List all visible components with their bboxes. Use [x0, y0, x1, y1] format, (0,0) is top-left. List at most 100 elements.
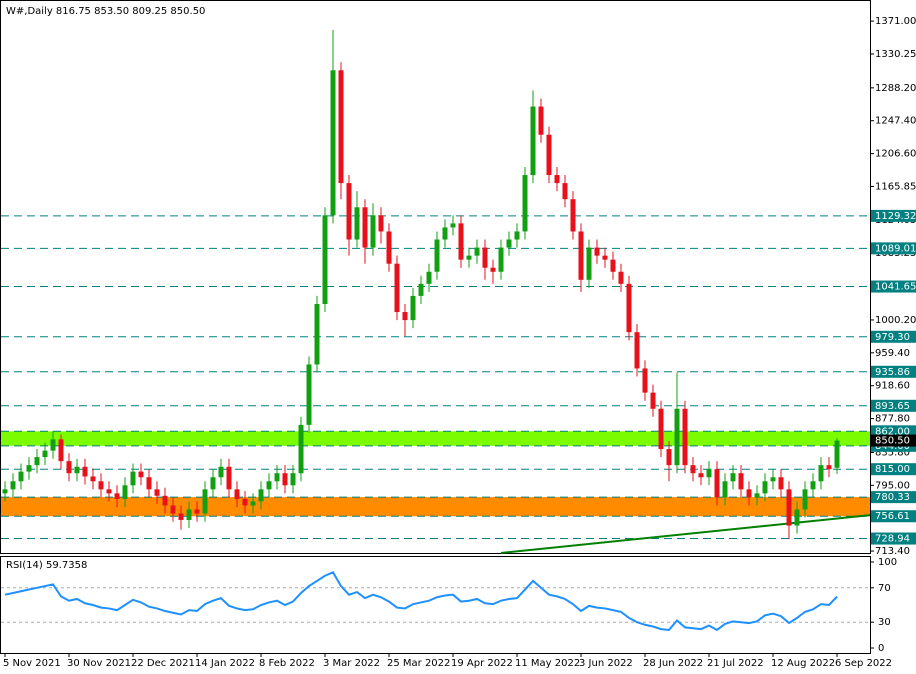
candle-body [466, 255, 472, 260]
main-panel [0, 0, 871, 554]
y-tick-label: 835.80 [875, 447, 910, 458]
candle-body [58, 439, 64, 462]
candle-body [330, 70, 336, 216]
rsi-tick-label: 30 [878, 617, 891, 628]
level-label-box [871, 330, 916, 343]
candle-body [642, 368, 648, 393]
candle-body [362, 207, 368, 248]
candle-body [690, 465, 696, 474]
level-label: 979.30 [875, 332, 910, 343]
candle-body [402, 312, 408, 321]
candle-body [490, 267, 496, 272]
level-label-box [871, 463, 916, 476]
y-tick-label: 877.80 [875, 414, 910, 425]
price-zone [1, 431, 870, 446]
level-label-box [871, 532, 916, 545]
candle-body [418, 283, 424, 296]
candle-body [794, 509, 800, 526]
candle-body [778, 477, 784, 490]
y-tick-label: 959.40 [875, 348, 910, 359]
candle-body [610, 259, 616, 272]
y-tick-label: 918.60 [875, 381, 910, 392]
y-tick-label: 1371.00 [875, 16, 916, 27]
level-label: 780.33 [875, 492, 910, 503]
candle-body [82, 466, 88, 477]
candle-body [218, 466, 224, 478]
level-label-box [871, 491, 916, 504]
candle-body [722, 481, 728, 498]
level-label: 728.94 [875, 534, 910, 545]
level-label: 815.00 [875, 464, 910, 475]
candle-body [170, 505, 176, 514]
trend-line [500, 514, 871, 554]
candle-body [634, 332, 640, 369]
candle-body [10, 481, 16, 490]
candle-body [562, 183, 568, 200]
candle-body [202, 489, 208, 514]
candle-body [290, 473, 296, 486]
candle-body [250, 501, 256, 506]
candle-body [66, 461, 72, 474]
level-label-box [871, 510, 916, 523]
x-tick-label: 14 Jan 2022 [195, 658, 255, 669]
candle-body [274, 473, 280, 482]
rsi-tick-label: 100 [878, 557, 897, 568]
candle-body [650, 392, 656, 409]
x-tick-label: 12 Aug 2022 [771, 658, 835, 669]
candle-body [122, 485, 128, 500]
candle-body [162, 495, 168, 506]
x-tick-label: 28 Jun 2022 [643, 658, 703, 669]
candle-body [530, 106, 536, 176]
level-label-box [871, 280, 916, 293]
candle-body [42, 450, 48, 458]
candle-body [586, 247, 592, 280]
candle-body [730, 473, 736, 482]
candle-body [226, 466, 232, 490]
candle-body [658, 408, 664, 450]
candle-body [282, 473, 288, 486]
candle-body [474, 247, 480, 256]
candle-body [626, 283, 632, 333]
candle-body [450, 223, 456, 228]
level-label: 935.86 [875, 367, 910, 378]
candle-body [378, 215, 384, 232]
candle-body [90, 476, 96, 482]
candle-body [442, 227, 448, 240]
candle-body [210, 477, 216, 490]
x-tick-label: 5 Nov 2021 [3, 658, 61, 669]
y-tick-label: 1330.25 [875, 49, 916, 60]
candle-body [754, 493, 760, 498]
candle-body [106, 489, 112, 494]
candle-body [738, 473, 744, 490]
candle-body [514, 231, 520, 240]
level-label-box [871, 399, 916, 412]
candle-body [74, 466, 80, 474]
candle-body [258, 489, 264, 502]
candle-body [146, 477, 152, 490]
candle-body [186, 509, 192, 520]
candle-body [666, 449, 672, 466]
candle-body [394, 263, 400, 313]
candle-body [538, 106, 544, 135]
candle-body [130, 471, 136, 486]
chart-header: W#,Daily 816.75 853.50 809.25 850.50 [6, 6, 205, 17]
candle-body [762, 481, 768, 494]
candle-body [114, 493, 120, 500]
price-zone [1, 497, 870, 517]
candle-body [314, 303, 320, 365]
candle-body [194, 509, 200, 514]
x-tick-label: 8 Feb 2022 [259, 658, 315, 669]
candle-body [18, 471, 24, 482]
rsi-line [4, 571, 838, 632]
candle-body [266, 481, 272, 490]
y-tick-label: 1165.85 [875, 181, 916, 192]
candle-body [818, 465, 824, 482]
candle-body [370, 215, 376, 248]
candle-body [546, 134, 552, 176]
level-label-box [871, 425, 916, 438]
rsi-title: RSI(14) 59.7358 [6, 560, 87, 571]
candle-body [386, 231, 392, 264]
level-label: 1089.01 [875, 243, 916, 254]
candle-body [98, 481, 104, 490]
candle-body [154, 489, 160, 496]
